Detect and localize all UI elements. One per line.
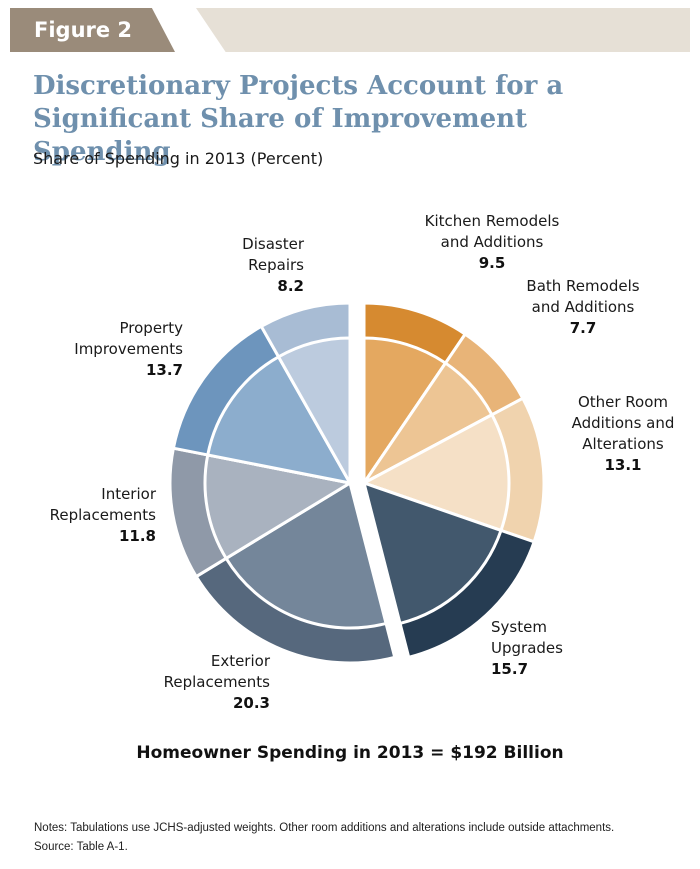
slice-value-other-room-additions-and-alterations: 13.1	[604, 456, 641, 474]
pie-slice-inner-kitchen-remodels-and-additions	[362, 336, 448, 488]
source-text: Source: Table A-1.	[34, 841, 128, 853]
slice-value-bath-remodels-and-additions: 7.7	[570, 319, 597, 337]
slice-label-disaster-repairs: Disaster Repairs	[242, 235, 305, 274]
slice-value-exterior-replacements: 20.3	[233, 694, 270, 712]
slice-value-kitchen-remodels-and-additions: 9.5	[479, 254, 506, 272]
slice-value-system-upgrades: 15.7	[491, 660, 528, 678]
notes-block: Notes: Tabulations use JCHS-adjusted wei…	[34, 819, 674, 857]
slice-label-interior-replacements: Interior Replacements	[50, 485, 157, 524]
pie-slice-inner-disaster-repairs	[276, 336, 352, 489]
pie-slice-interior-replacements	[168, 446, 355, 579]
slice-label-exterior-replacements: Exterior Replacements	[164, 652, 271, 691]
pie-slice-inner-other-room-additions-and-alterations	[360, 412, 511, 533]
pie-slice-exterior-replacements	[194, 480, 397, 665]
slice-label-other-room-additions-and-alterations: Other Room Additions and Alterations	[572, 393, 675, 453]
slice-value-disaster-repairs: 8.2	[277, 277, 304, 295]
slice-label-kitchen-remodels-and-additions: Kitchen Remodels and Additions	[425, 212, 560, 251]
notes-text: Notes: Tabulations use JCHS-adjusted wei…	[34, 822, 615, 834]
slice-label-system-upgrades: System Upgrades	[491, 618, 563, 657]
pie-slice-disaster-repairs	[259, 301, 352, 489]
pie-slice-system-upgrades	[361, 480, 537, 660]
pie-slice-inner-interior-replacements	[203, 453, 355, 561]
header-band	[196, 8, 690, 52]
total-spending-text: Homeowner Spending in 2013 = $192 Billio…	[136, 743, 564, 763]
pie-slice-inner-property-improvements	[205, 354, 353, 486]
slice-label-bath-remodels-and-additions: Bath Remodels and Additions	[526, 277, 639, 316]
pie-slice-kitchen-remodels-and-additions	[362, 301, 468, 488]
pie-slice-property-improvements	[171, 324, 353, 486]
slice-value-property-improvements: 13.7	[146, 361, 183, 379]
chart-subtitle: Share of Spending in 2013 (Percent)	[33, 149, 324, 168]
slice-label-property-improvements: Property Improvements	[74, 319, 183, 358]
pie-slice-inner-exterior-replacements	[224, 480, 388, 630]
pie-slice-other-room-additions-and-alterations	[360, 396, 546, 544]
chart-title: Discretionary Projects Account for a Sig…	[33, 71, 564, 167]
pie-slice-inner-system-upgrades	[361, 480, 503, 626]
figure-label: Figure 2	[10, 8, 175, 52]
slice-value-interior-replacements: 11.8	[119, 527, 156, 545]
